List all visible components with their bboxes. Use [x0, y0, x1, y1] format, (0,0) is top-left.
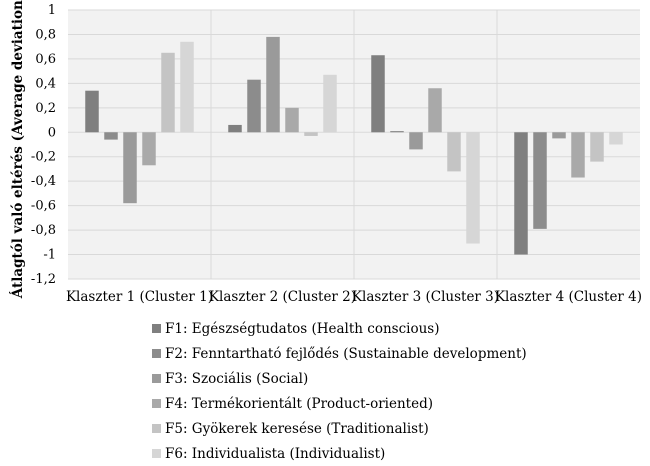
legend-swatch [152, 449, 161, 458]
legend-item: F3: Szociális (Social) [152, 366, 527, 391]
category-labels: Klaszter 1 (Cluster 1)Klaszter 2 (Cluste… [66, 289, 642, 305]
y-tick-label: -0,6 [31, 199, 56, 214]
legend: F1: Egészségtudatos (Health conscious) F2… [152, 316, 527, 466]
bar [409, 132, 423, 150]
category-label: Klaszter 3 (Cluster 3) [352, 289, 499, 305]
legend-label: F5: Gyökerek keresése (Traditionalist) [165, 420, 429, 437]
y-tick-label: -0,4 [31, 174, 56, 189]
bar [228, 124, 242, 133]
legend-label: F2: Fenntartható fejlődés (Sustainable d… [165, 345, 527, 362]
legend-item: F1: Egészségtudatos (Health conscious) [152, 316, 527, 341]
y-tick-label: -0,2 [31, 150, 56, 165]
legend-label: F3: Szociális (Social) [165, 370, 309, 387]
bar [552, 132, 566, 139]
bar [390, 131, 404, 133]
bar [590, 132, 604, 162]
bar [304, 132, 318, 136]
category-label: Klaszter 1 (Cluster 1) [66, 289, 213, 305]
bar [161, 52, 175, 133]
category-label: Klaszter 2 (Cluster 2) [209, 289, 356, 305]
legend-item: F5: Gyökerek keresése (Traditionalist) [152, 416, 527, 441]
bar [266, 36, 280, 133]
legend-swatch [152, 374, 161, 383]
bar [447, 132, 461, 172]
bar [428, 88, 442, 133]
bar [514, 132, 528, 255]
bar [123, 132, 137, 204]
legend-swatch [152, 349, 161, 358]
legend-item: F6: Individualista (Individualist) [152, 441, 527, 466]
bar [466, 132, 480, 244]
category-label: Klaszter 4 (Cluster 4) [495, 289, 642, 305]
y-axis-label: Átlagtól való eltérés (Average deviation… [10, 0, 26, 299]
y-tick-label: 0,6 [35, 52, 56, 67]
bar [104, 132, 118, 140]
legend-swatch [152, 399, 161, 408]
bar [571, 132, 585, 178]
y-tick-label: -1,2 [31, 272, 56, 287]
y-tick-label: 0 [48, 125, 56, 140]
bar [285, 107, 299, 133]
y-tick-label: -1 [43, 248, 56, 263]
bar [85, 90, 99, 133]
legend-label: F6: Individualista (Individualist) [165, 445, 386, 462]
legend-swatch [152, 324, 161, 333]
bar [323, 74, 337, 133]
y-tick-label: -0,8 [31, 223, 56, 238]
bar [371, 55, 385, 133]
bar [142, 132, 156, 166]
bars [85, 36, 623, 255]
bar [180, 41, 194, 133]
legend-swatch [152, 424, 161, 433]
y-tick-labels: 1 0,8 0,6 0,4 0,2 0 -0,2 -0,4 -0,6 -0,8 -1 -1,2 [31, 3, 56, 287]
legend-item: F2: Fenntartható fejlődés (Sustainable d… [152, 341, 527, 366]
legend-item: F4: Termékorientált (Product-oriented) [152, 391, 527, 416]
bar [247, 79, 261, 133]
y-tick-label: 0,2 [35, 101, 56, 116]
legend-label: F4: Termékorientált (Product-oriented) [165, 395, 433, 412]
legend-label: F1: Egészségtudatos (Health conscious) [165, 320, 440, 337]
y-tick-label: 0,8 [35, 27, 56, 42]
y-tick-label: 1 [48, 3, 56, 18]
bar [609, 132, 623, 145]
bar [533, 132, 547, 229]
y-tick-label: 0,4 [35, 76, 56, 91]
